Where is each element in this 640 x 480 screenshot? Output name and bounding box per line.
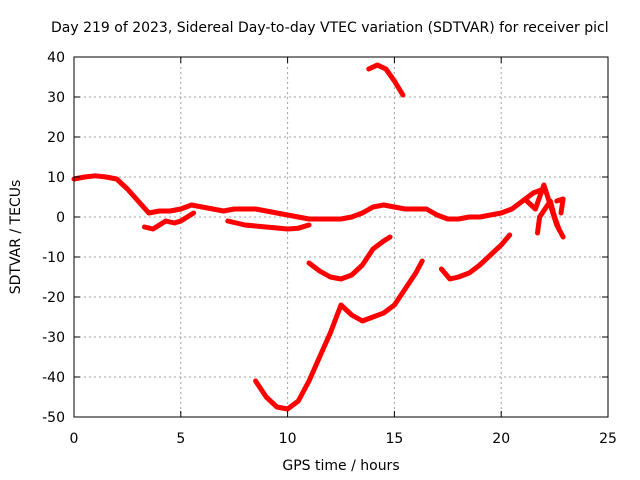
series-mid-branch [225, 218, 312, 232]
y-tick-label: 30 [47, 90, 65, 106]
x-axis-title: GPS time / hours [282, 458, 399, 474]
series-right-tail [554, 196, 566, 216]
series-spike [524, 182, 566, 240]
series-main-trace [71, 173, 547, 222]
x-tick-label: 25 [599, 431, 617, 447]
y-tick-label: -40 [42, 370, 65, 386]
series-right-branch [438, 232, 513, 282]
y-axis-title: SDTVAR / TECUs [8, 180, 24, 295]
chart-title: Day 219 of 2023, Sidereal Day-to-day VTE… [51, 20, 609, 36]
label-layer: 0 5 10 15 20 25 -50 -40 -30 -20 -10 0 10 20 30 40 [42, 50, 617, 447]
y-tick-label: 40 [47, 50, 65, 66]
y-tick-label: -10 [42, 250, 65, 266]
y-tick-label: 20 [47, 130, 65, 146]
y-tick-label: -20 [42, 290, 65, 306]
x-tick-label: 5 [176, 431, 185, 447]
x-tick-label: 20 [492, 431, 510, 447]
y-tick-label: -30 [42, 330, 65, 346]
series-layer [71, 62, 566, 412]
series-low-branch [142, 210, 197, 232]
x-tick-label: 10 [279, 431, 297, 447]
series-arc-upper [306, 234, 393, 282]
grid-layer [74, 57, 608, 417]
series-arc-lower [253, 258, 425, 412]
y-tick-label: -50 [42, 410, 65, 426]
plot-frame [73, 56, 609, 418]
x-tick-label: 15 [385, 431, 403, 447]
series-top-arc [366, 62, 406, 98]
x-tick-label: 0 [70, 431, 79, 447]
y-tick-label: 0 [56, 210, 65, 226]
tick-layer [73, 56, 609, 418]
y-tick-label: 10 [47, 170, 65, 186]
